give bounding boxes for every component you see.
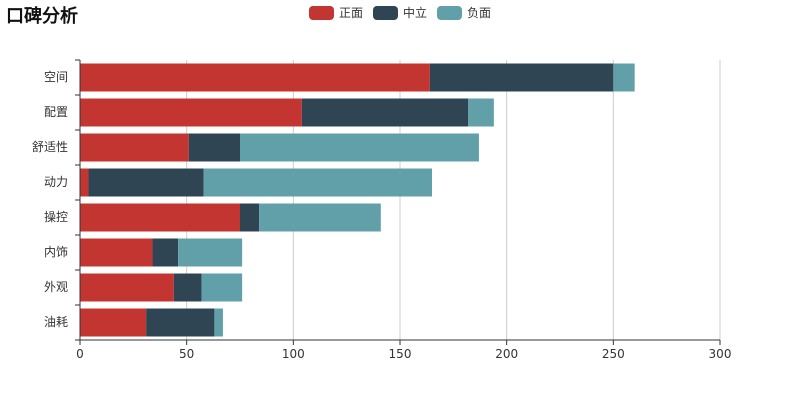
- y-tick-label: 舒适性: [32, 140, 68, 154]
- bar-内饰-正面[interactable]: [80, 238, 153, 267]
- x-tick-label: 150: [389, 347, 412, 361]
- bar-舒适性-正面[interactable]: [80, 133, 189, 162]
- bar-舒适性-负面[interactable]: [240, 133, 479, 162]
- bar-内饰-负面[interactable]: [178, 238, 243, 267]
- bar-舒适性-中立[interactable]: [188, 133, 240, 162]
- x-tick-label: 250: [602, 347, 625, 361]
- bar-动力-正面[interactable]: [80, 168, 89, 197]
- bar-动力-中立[interactable]: [88, 168, 204, 197]
- bar-操控-中立[interactable]: [240, 203, 260, 232]
- legend-item-neutral[interactable]: 中立: [373, 4, 427, 21]
- bar-油耗-负面[interactable]: [214, 308, 223, 337]
- legend-swatch-negative: [437, 5, 463, 20]
- y-tick-label: 配置: [44, 105, 68, 119]
- legend-swatch-positive: [309, 5, 334, 20]
- legend-label-negative: 负面: [467, 6, 492, 20]
- legend-swatch-neutral: [373, 5, 399, 20]
- x-tick-label: 300: [709, 347, 732, 361]
- x-tick-label: 100: [282, 347, 305, 361]
- bar-外观-正面[interactable]: [80, 273, 174, 302]
- bar-配置-负面[interactable]: [468, 98, 494, 127]
- bar-配置-正面[interactable]: [80, 98, 302, 127]
- legend-label-neutral: 中立: [403, 6, 428, 20]
- y-tick-label: 内饰: [44, 245, 68, 259]
- x-tick-label: 0: [76, 347, 84, 361]
- legend-label-positive: 正面: [339, 6, 364, 20]
- x-tick-label: 50: [179, 347, 194, 361]
- bar-操控-正面[interactable]: [80, 203, 240, 232]
- bar-外观-负面[interactable]: [201, 273, 243, 302]
- y-tick-label: 外观: [44, 280, 68, 294]
- legend-item-positive[interactable]: 正面: [309, 4, 363, 21]
- legend-item-negative[interactable]: 负面: [437, 4, 491, 21]
- y-tick-label: 空间: [44, 70, 68, 84]
- bar-配置-中立[interactable]: [301, 98, 469, 127]
- bar-操控-负面[interactable]: [259, 203, 381, 232]
- legend: 正面 中立 负面: [309, 4, 501, 21]
- y-tick-label: 操控: [44, 209, 68, 224]
- bar-内饰-中立[interactable]: [152, 238, 179, 267]
- bar-空间-中立[interactable]: [429, 63, 614, 92]
- bar-空间-负面[interactable]: [613, 63, 635, 92]
- chart-title: 口碑分析: [6, 6, 78, 27]
- bar-油耗-中立[interactable]: [146, 308, 215, 337]
- y-tick-label: 动力: [44, 175, 68, 189]
- x-tick-label: 200: [495, 347, 518, 361]
- bar-空间-正面[interactable]: [80, 63, 430, 92]
- bar-外观-中立[interactable]: [173, 273, 202, 302]
- y-tick-label: 油耗: [44, 315, 68, 329]
- bar-油耗-正面[interactable]: [80, 308, 147, 337]
- bar-动力-负面[interactable]: [203, 168, 432, 197]
